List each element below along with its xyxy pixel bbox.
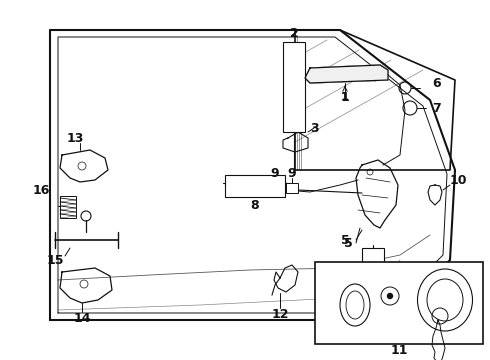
Text: 8: 8 bbox=[251, 198, 259, 212]
Text: 10: 10 bbox=[450, 174, 467, 186]
Bar bbox=[315, 262, 483, 344]
Text: 15: 15 bbox=[46, 253, 64, 266]
Text: 11: 11 bbox=[390, 343, 408, 356]
Text: 7: 7 bbox=[432, 102, 441, 114]
Ellipse shape bbox=[340, 284, 370, 326]
Text: 6: 6 bbox=[432, 77, 441, 90]
Ellipse shape bbox=[427, 279, 463, 321]
Text: 14: 14 bbox=[73, 311, 91, 324]
Text: 4: 4 bbox=[368, 311, 377, 324]
Text: 5: 5 bbox=[341, 234, 349, 247]
Text: 1: 1 bbox=[341, 86, 349, 102]
Text: 16: 16 bbox=[33, 184, 50, 197]
Text: 9: 9 bbox=[270, 166, 279, 180]
Text: 13: 13 bbox=[66, 131, 84, 144]
Circle shape bbox=[388, 293, 392, 298]
Ellipse shape bbox=[417, 269, 472, 331]
Text: 5: 5 bbox=[343, 237, 352, 249]
Text: 12: 12 bbox=[271, 309, 289, 321]
Text: 4: 4 bbox=[368, 311, 377, 324]
Polygon shape bbox=[305, 65, 388, 83]
Bar bbox=[60, 196, 76, 218]
Text: 9: 9 bbox=[288, 166, 296, 180]
Ellipse shape bbox=[346, 291, 364, 319]
Text: 3: 3 bbox=[310, 122, 318, 135]
Text: 1: 1 bbox=[341, 90, 349, 104]
Bar bbox=[286, 183, 298, 193]
Text: 2: 2 bbox=[290, 27, 298, 40]
Bar bbox=[362, 248, 384, 296]
Bar bbox=[225, 175, 285, 197]
Bar bbox=[283, 42, 305, 132]
